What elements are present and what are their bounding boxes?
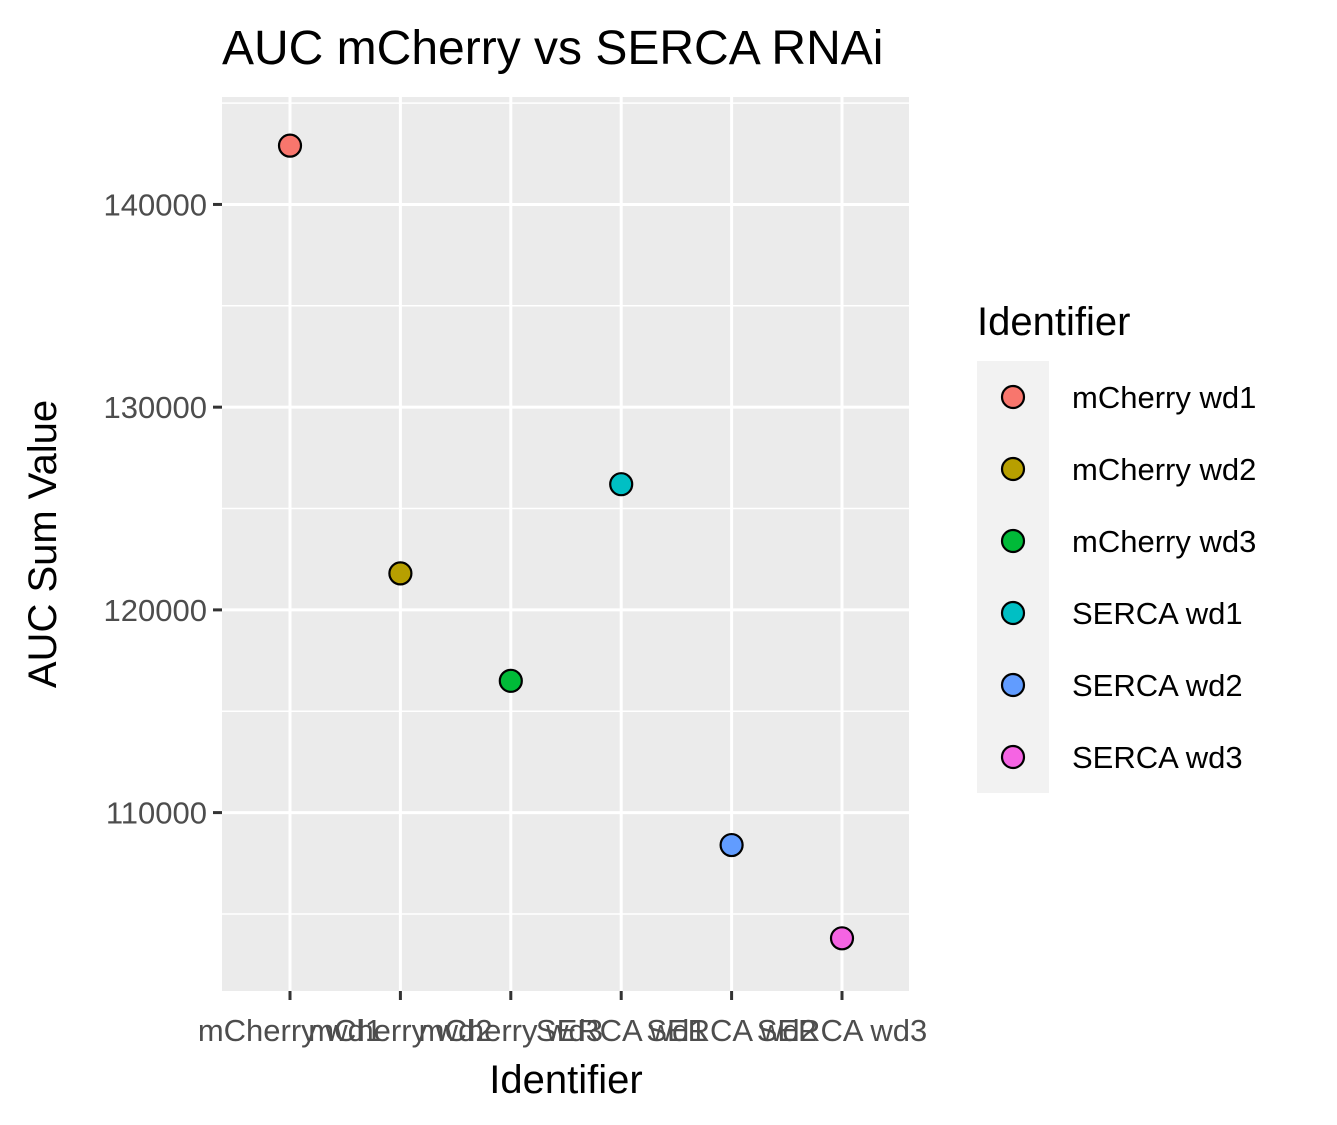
legend-key (1000, 600, 1026, 626)
legend-key (1000, 744, 1026, 770)
legend-title: Identifier (977, 300, 1130, 344)
data-point (829, 926, 855, 951)
data-point (498, 668, 523, 693)
data-points (277, 133, 855, 951)
chart-title: AUC mCherry vs SERCA RNAi (222, 22, 883, 75)
x-tick-label: mCherry wd2 (308, 1013, 492, 1048)
legend-label: mCherry wd2 (1072, 452, 1256, 487)
data-point (388, 561, 413, 586)
y-tick-label: 130000 (104, 390, 207, 425)
legend-label: SERCA wd1 (1072, 596, 1243, 631)
legend-key (1000, 384, 1026, 410)
legend-label: SERCA wd2 (1072, 668, 1243, 703)
x-tick-label: mCherry wd3 (419, 1013, 603, 1048)
x-tick-label: mCherry wd1 (198, 1013, 382, 1048)
data-point (609, 472, 634, 497)
legend-label: mCherry wd1 (1072, 380, 1256, 415)
y-tick-label: 120000 (104, 593, 207, 628)
x-tick-label: SERCA wd1 (536, 1013, 707, 1048)
y-tick-label: 140000 (104, 187, 207, 222)
legend-key (1000, 672, 1026, 698)
legend-label: mCherry wd3 (1072, 524, 1256, 559)
x-tick-label: SERCA wd2 (646, 1013, 817, 1048)
legend-key (1000, 528, 1026, 554)
x-tick-label: SERCA wd3 (757, 1013, 928, 1048)
legend-items: mCherry wd1 mCherry wd2 mCherry wd3 SERCA w… (1000, 380, 1256, 775)
y-axis-title: AUC Sum Value (21, 400, 65, 688)
legend-key-background (977, 361, 1049, 793)
plot-panel (222, 97, 909, 991)
data-point (719, 832, 744, 858)
legend-key (1000, 456, 1026, 482)
y-axis: 110000 120000 130000 140000 (104, 187, 222, 831)
x-axis-title: Identifier (489, 1058, 642, 1102)
data-point (277, 133, 303, 158)
y-tick-label: 110000 (106, 796, 207, 831)
legend-label: SERCA wd3 (1072, 740, 1243, 775)
minor-gridlines (222, 102, 909, 915)
